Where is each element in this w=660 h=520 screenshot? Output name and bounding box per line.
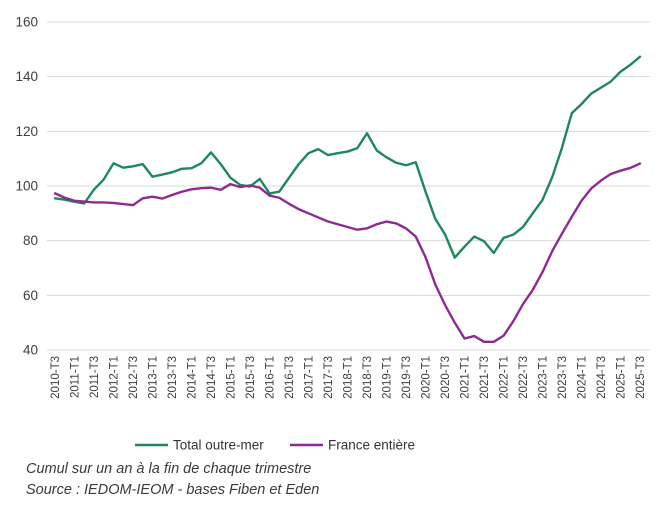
x-axis-tick-label: 2011-T3 — [89, 356, 101, 398]
y-axis-tick-label: 160 — [15, 15, 38, 30]
chart-caption: Cumul sur un an à la fin de chaque trime… — [26, 461, 312, 477]
x-axis-tick-label: 2010-T3 — [50, 356, 62, 399]
y-axis-tick-label: 40 — [23, 343, 38, 358]
x-axis-tick-label: 2018-T1 — [343, 356, 355, 399]
x-axis-tick-label: 2021-T1 — [460, 356, 472, 399]
series-line-france-enti-re — [53, 162, 642, 343]
x-axis-tick-label: 2021-T3 — [479, 356, 491, 399]
x-axis-tick-label: 2024-T3 — [596, 356, 608, 399]
x-axis-tick-label: 2025-T3 — [635, 356, 647, 399]
legend-label-total-outre-mer: Total outre-mer — [173, 438, 264, 453]
chart-source: Source : IEDOM-IEOM - bases Fiben et Ede… — [26, 482, 320, 498]
x-axis-tick-label: 2012-T1 — [109, 356, 121, 399]
y-axis-tick-label: 100 — [15, 179, 38, 194]
x-axis-tick-label: 2013-T1 — [148, 356, 160, 399]
x-axis-tick-label: 2014-T1 — [187, 356, 199, 399]
x-axis-tick-label: 2016-T3 — [284, 356, 296, 399]
x-axis-tick-label: 2017-T3 — [323, 356, 335, 399]
x-axis-tick-label: 2023-T3 — [557, 356, 569, 399]
x-axis-tick-label: 2020-T3 — [440, 356, 452, 399]
x-axis-tick-label: 2025-T1 — [616, 356, 628, 399]
x-axis-tick-label: 2024-T1 — [577, 356, 589, 399]
x-axis-tick-label: 2012-T3 — [128, 356, 140, 399]
x-axis-tick-label: 2013-T3 — [167, 356, 179, 399]
y-axis-tick-label: 120 — [15, 124, 38, 139]
y-axis-tick-label: 60 — [23, 288, 38, 303]
x-axis-tick-label: 2022-T1 — [499, 356, 511, 399]
legend-label-france-entiere: France entière — [328, 438, 415, 453]
x-axis-tick-label: 2011-T1 — [70, 356, 82, 398]
x-axis-tick-label: 2022-T3 — [518, 356, 530, 399]
x-axis-tick-label: 2015-T3 — [245, 356, 257, 399]
x-axis-tick-label: 2020-T1 — [421, 356, 433, 399]
x-axis-tick-label: 2019-T3 — [401, 356, 413, 399]
x-axis-tick-label: 2018-T3 — [362, 356, 374, 399]
y-axis-tick-label: 80 — [23, 233, 38, 248]
series-line-total-outre-mer — [53, 55, 642, 259]
x-axis-tick-label: 2015-T1 — [226, 356, 238, 399]
y-axis-tick-label: 140 — [15, 69, 38, 84]
x-axis-tick-label: 2014-T3 — [206, 356, 218, 399]
x-axis-tick-label: 2019-T1 — [382, 356, 394, 399]
x-axis-tick-label: 2017-T1 — [304, 356, 316, 399]
x-axis-tick-label: 2023-T1 — [538, 356, 550, 399]
x-axis-tick-label: 2016-T1 — [265, 356, 277, 399]
